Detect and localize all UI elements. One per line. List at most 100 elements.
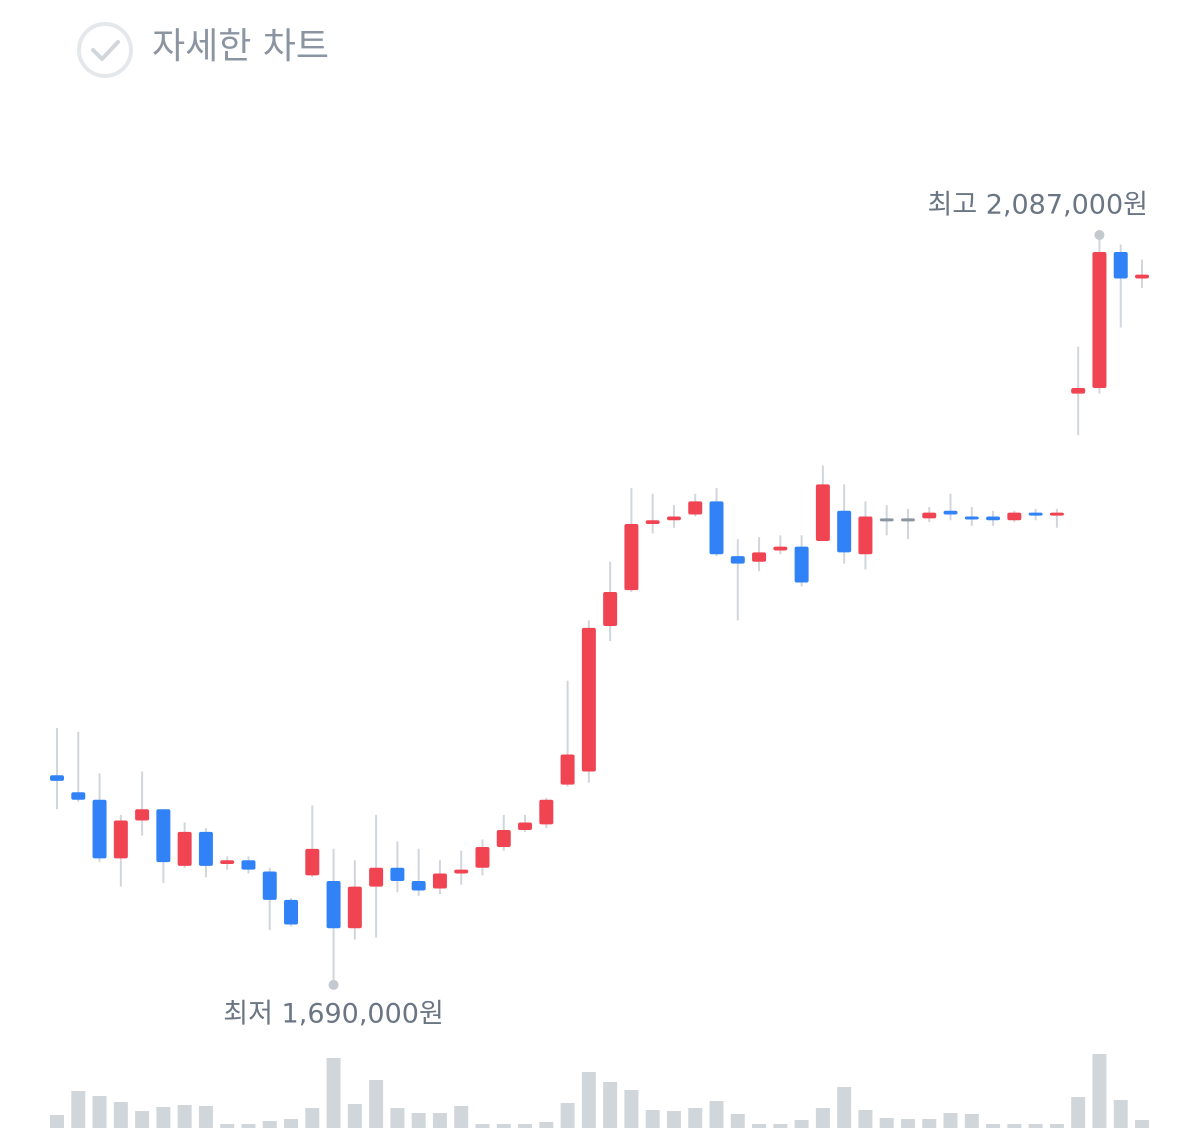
chart-title: 자세한 차트: [152, 26, 329, 67]
candle-body: [92, 799, 107, 859]
volume-bar: [709, 1101, 724, 1128]
candle-body: [1092, 252, 1107, 388]
candle-body: [986, 516, 1001, 521]
candle-body: [305, 848, 320, 876]
candle-body: [624, 524, 639, 591]
candle-body: [645, 520, 660, 524]
candle-body: [241, 860, 256, 870]
volume-bar: [794, 1120, 809, 1128]
volume-bar: [369, 1080, 384, 1128]
candle-body: [581, 627, 596, 772]
volume-bar: [986, 1124, 1001, 1128]
candle-body: [1049, 512, 1064, 516]
volume-bar: [624, 1090, 639, 1128]
candle-body: [411, 881, 426, 891]
candle-body: [794, 546, 809, 583]
volume-bar: [773, 1124, 788, 1128]
min-marker: [328, 979, 339, 990]
volume-bar: [645, 1110, 660, 1128]
candle-body: [50, 775, 64, 781]
volume-bar: [454, 1106, 469, 1128]
candle-body: [496, 830, 511, 847]
volume-bar: [262, 1121, 277, 1128]
candle-body: [666, 516, 681, 521]
candle-body: [198, 831, 213, 866]
candle-body: [454, 869, 469, 874]
candle-body: [347, 886, 362, 929]
volume-bar: [858, 1110, 873, 1128]
volume-bar: [1092, 1054, 1107, 1128]
max-label: 최고 2,087,000원: [927, 190, 1148, 221]
candle-body: [475, 847, 490, 868]
volume-bar: [113, 1102, 128, 1128]
max-marker: [1094, 230, 1105, 240]
candle-body: [113, 820, 128, 859]
volume-bar: [879, 1118, 894, 1128]
candle-body: [284, 899, 299, 925]
candle-body: [539, 799, 554, 825]
volume-bar: [411, 1113, 426, 1128]
volume-bar: [156, 1107, 171, 1128]
volume-bar: [666, 1111, 681, 1128]
volume-bar: [539, 1122, 554, 1128]
volume-bar: [347, 1104, 362, 1128]
volume-bar: [943, 1113, 958, 1128]
volume-bar: [390, 1108, 405, 1128]
volume-bar: [1071, 1097, 1086, 1128]
volume-bar: [815, 1108, 830, 1128]
candle-body: [943, 510, 958, 515]
candle-body: [1028, 512, 1043, 516]
candle-body: [752, 552, 767, 562]
candle-body: [964, 516, 979, 520]
volume-bar: [1049, 1124, 1064, 1128]
volume-bar: [752, 1124, 767, 1128]
volume-bar: [92, 1096, 107, 1128]
volume-bar: [603, 1082, 618, 1128]
volume-bar: [581, 1072, 596, 1128]
candle-body: [603, 592, 618, 626]
volume-bar: [135, 1111, 150, 1128]
candle-body: [390, 867, 405, 881]
candle-body: [1071, 388, 1086, 394]
candle-body: [1007, 512, 1022, 521]
candle-body: [369, 867, 384, 887]
volume-bar: [71, 1091, 86, 1128]
volume-bar: [518, 1124, 533, 1128]
candle-body: [773, 546, 788, 551]
candle-body: [1135, 274, 1149, 279]
volume-bar: [432, 1113, 447, 1128]
candle-body: [815, 484, 830, 541]
candle-body: [922, 512, 937, 519]
candle-body: [156, 809, 171, 863]
candle-body: [135, 809, 150, 821]
candle-body: [730, 556, 745, 564]
candle-body: [71, 792, 86, 800]
volume-bar: [177, 1105, 192, 1128]
candle-body: [262, 871, 277, 900]
volume-bar: [284, 1119, 299, 1128]
candle-body: [518, 822, 533, 830]
candle-body: [177, 831, 192, 866]
candle-body: [688, 501, 703, 515]
check-icon: [77, 22, 133, 78]
volume-bar: [1028, 1124, 1043, 1128]
volume-bar: [730, 1114, 745, 1128]
volume-bar: [837, 1087, 852, 1128]
volume-bar: [964, 1114, 979, 1128]
volume-bar: [1007, 1124, 1022, 1128]
volume-bar: [50, 1115, 64, 1128]
candle-body: [879, 518, 894, 522]
volume-bar: [305, 1108, 320, 1128]
candle-body: [837, 510, 852, 553]
volume-bar: [326, 1058, 341, 1128]
min-label: 최저 1,690,000원: [223, 998, 444, 1029]
volume-bar: [241, 1124, 256, 1128]
volume-bar: [475, 1124, 490, 1128]
volume-bar: [1135, 1120, 1149, 1128]
volume-bar: [688, 1108, 703, 1128]
volume-bar: [922, 1119, 937, 1128]
volume-bar: [900, 1119, 915, 1128]
volume-bar: [198, 1106, 213, 1128]
